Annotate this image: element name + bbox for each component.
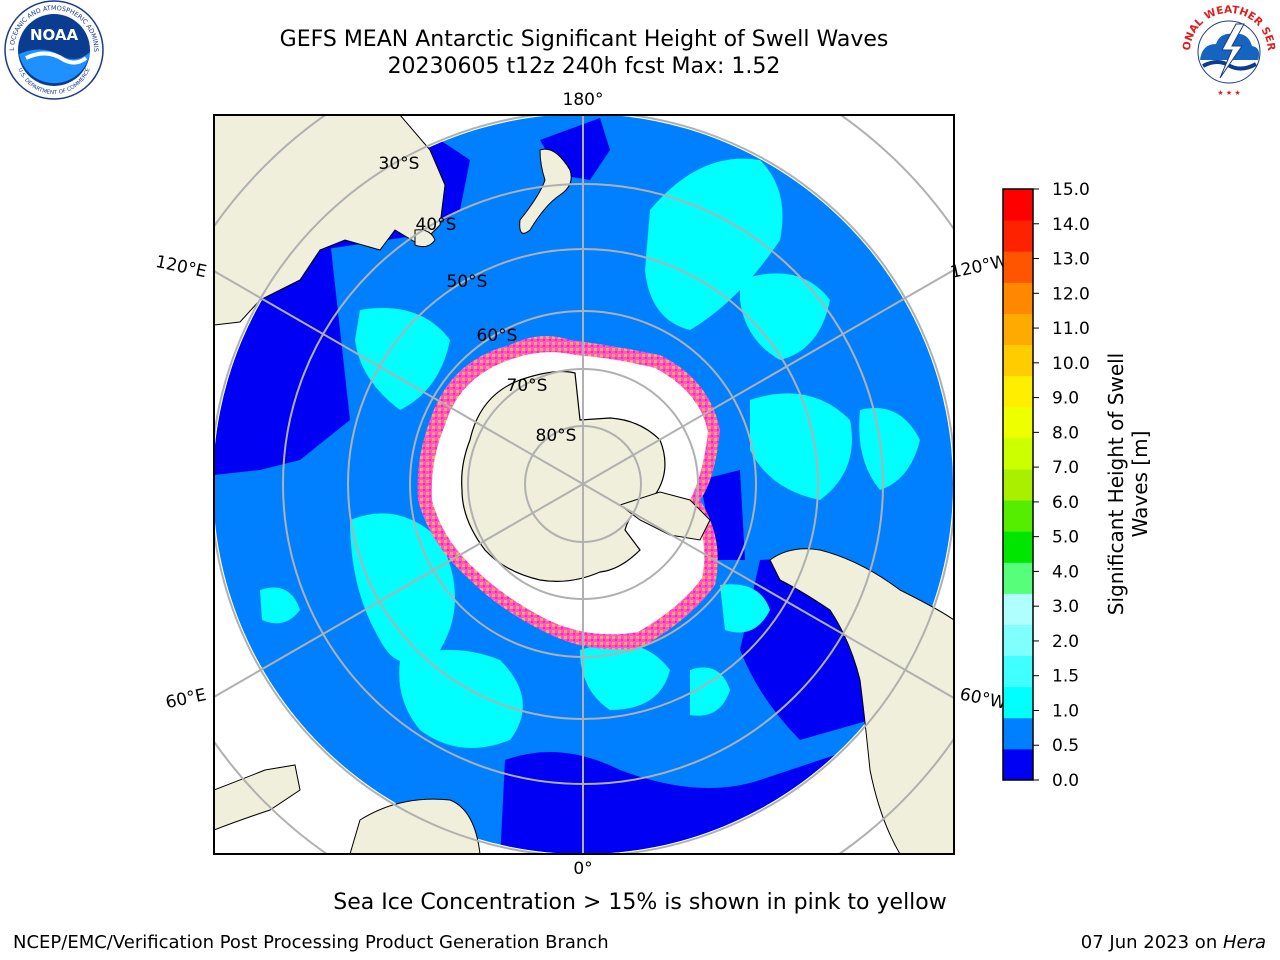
chart-subtitle: 20230605 t12z 240h fcst Max: 1.52	[387, 54, 781, 79]
lat-label-70s: 70°S	[507, 376, 548, 396]
colorbar-segment	[1003, 437, 1033, 470]
africa-land	[349, 798, 481, 854]
south-america-land	[769, 548, 954, 854]
colorbar-segment	[1003, 375, 1033, 408]
colorbar	[1003, 189, 1033, 781]
lon-label-120e: 120°E	[154, 252, 209, 282]
colorbar-tick-label: 8.0	[1052, 423, 1079, 443]
colorbar-segment	[1003, 562, 1033, 594]
colorbar-segment	[1003, 406, 1033, 439]
colorbar-segment	[1003, 313, 1033, 346]
lon-label-0: 0°	[573, 859, 592, 879]
colorbar-tick-label: 5.0	[1052, 528, 1079, 548]
lon-label-60w: 60°W	[958, 684, 1008, 713]
colorbar-segment	[1003, 655, 1033, 688]
lon-label-180: 180°	[563, 90, 604, 110]
colorbar-tick-label: 9.0	[1052, 389, 1079, 409]
colorbar-tick-label: 1.0	[1052, 701, 1079, 721]
colorbar-segment	[1003, 282, 1033, 314]
swell-patch-1	[645, 158, 783, 330]
colorbar-title: Significant Height of Swell Waves [m]	[1104, 353, 1152, 615]
footer-credit: NCEP/EMC/Verification Post Processing Pr…	[13, 932, 609, 953]
footer-host: Hera	[1222, 932, 1266, 953]
nws-stars: ★ ★ ★	[1217, 89, 1240, 97]
lat-label-30s: 30°S	[379, 154, 420, 174]
colorbar-segment	[1003, 344, 1033, 377]
swell-patch-5	[355, 308, 450, 410]
colorbar-tick-label: 2.0	[1052, 632, 1079, 652]
colorbar-segment	[1003, 717, 1033, 750]
madagascar-land	[214, 764, 301, 831]
map-area	[214, 115, 954, 854]
colorbar-tick-label: 13.0	[1052, 250, 1090, 270]
colorbar-segment	[1003, 624, 1033, 657]
lat-label-80s: 80°S	[536, 426, 577, 446]
swell-patch-10	[720, 584, 770, 633]
map-frame	[213, 114, 955, 855]
swell-patch-8	[580, 643, 670, 710]
colorbar-tick-label: 4.0	[1052, 562, 1079, 582]
colorbar-tick-label: 15.0	[1052, 180, 1090, 200]
colorbar-segment	[1003, 468, 1033, 501]
colorbar-segment	[1003, 531, 1033, 563]
colorbar-frame	[1002, 188, 1034, 781]
swell-patch-2	[740, 273, 830, 360]
noaa-text: NOAA	[30, 26, 79, 44]
new-zealand-land	[519, 148, 572, 234]
colorbar-ticks: 0.0 0.5 1.0 1.5 2.0 3.0 4.0 5.0 6.0 7.0 8.0 9.0 10.0…	[1033, 180, 1090, 791]
colorbar-tick-label: 0.5	[1052, 736, 1079, 756]
footer-date-text: 07 Jun 2023 on	[1080, 932, 1223, 953]
swell-patch-9	[690, 667, 730, 716]
footer-date: 07 Jun 2023 on Hera	[1081, 932, 1266, 953]
colorbar-segment	[1003, 251, 1033, 283]
swell-patch-11	[260, 587, 300, 624]
colorbar-tick-label: 10.0	[1052, 354, 1090, 374]
lon-label-60e: 60°E	[164, 685, 208, 713]
swell-patch-4	[859, 408, 920, 490]
colorbar-tick-label: 1.5	[1052, 667, 1079, 687]
swell-patch-7	[399, 650, 523, 748]
antarctic-peninsula	[618, 491, 711, 541]
colorbar-title-line2: Waves [m]	[1128, 430, 1152, 538]
colorbar-tick-label: 6.0	[1052, 493, 1079, 513]
lon-label-120w: 120°W	[949, 251, 1010, 283]
colorbar-tick-label: 7.0	[1052, 458, 1079, 478]
colorbar-segment	[1003, 189, 1033, 221]
noaa-logo: NATIONAL OCEANIC AND ATMOSPHERIC ADMINIS…	[2, 0, 104, 100]
colorbar-tick-label: 14.0	[1052, 215, 1090, 235]
colorbar-title-line1: Significant Height of Swell	[1104, 352, 1128, 616]
lat-label-60s: 60°S	[477, 326, 518, 346]
lat-label-50s: 50°S	[447, 272, 488, 292]
colorbar-tick-label: 12.0	[1052, 284, 1090, 304]
colorbar-segment	[1003, 748, 1033, 781]
colorbar-tick-label: 0.0	[1052, 771, 1079, 791]
swell-patch-3	[750, 393, 852, 500]
colorbar-segment	[1003, 220, 1033, 252]
colorbar-tick-label: 3.0	[1052, 597, 1079, 617]
nws-logo: NATIONAL WEATHER SERVICE ★ ★ ★	[1178, 0, 1278, 100]
chart-title: GEFS MEAN Antarctic Significant Height o…	[279, 27, 889, 52]
sea-ice-note: Sea Ice Concentration > 15% is shown in …	[333, 890, 947, 915]
colorbar-segment	[1003, 593, 1033, 625]
meridian-lines	[214, 115, 954, 854]
colorbar-segment	[1003, 686, 1033, 719]
lat-label-40s: 40°S	[416, 215, 457, 235]
colorbar-tick-label: 11.0	[1052, 319, 1090, 339]
colorbar-segment	[1003, 500, 1033, 532]
